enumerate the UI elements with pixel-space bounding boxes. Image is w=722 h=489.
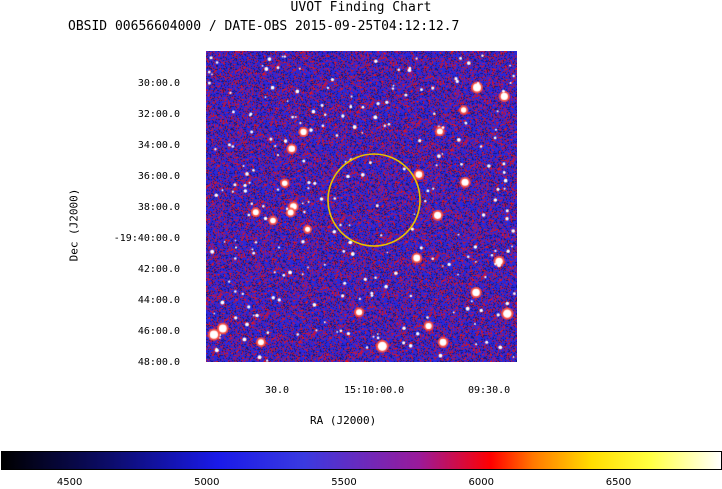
ra-tick-label: 09:30.0 bbox=[468, 385, 511, 396]
dec-tick-label: 44:00.0 bbox=[137, 295, 180, 306]
y-axis-label: Dec (J2000) bbox=[67, 188, 81, 262]
colorbar-tick-label: 6500 bbox=[605, 477, 632, 488]
colorbar bbox=[1, 451, 722, 470]
dec-tick-label: 38:00.0 bbox=[137, 202, 180, 213]
sky-image bbox=[206, 51, 517, 362]
observation-subtitle: OBSID 00656604000 / DATE-OBS 2015-09-25T… bbox=[68, 19, 460, 34]
overlay-layer bbox=[327, 153, 421, 247]
colorbar-tick-label: 5500 bbox=[331, 477, 357, 488]
colorbar-tick-label: 4500 bbox=[56, 477, 83, 488]
dec-tick-label: 32:00.0 bbox=[137, 109, 180, 120]
dec-tick-label: 48:00.0 bbox=[137, 357, 180, 368]
dec-tick-label: 46:00.0 bbox=[137, 326, 180, 337]
source-circle-marker bbox=[327, 153, 421, 247]
sky-image-panel[interactable] bbox=[206, 51, 517, 362]
chart-title: UVOT Finding Chart bbox=[290, 0, 432, 15]
dec-tick-label: -19:40:00.0 bbox=[113, 233, 180, 244]
dec-tick-label: 36:00.0 bbox=[137, 171, 180, 182]
dec-tick-label: 30:00.0 bbox=[137, 78, 180, 89]
colorbar-tick-label: 6000 bbox=[468, 477, 494, 488]
ra-tick-label: 15:10:00.0 bbox=[344, 385, 405, 396]
dec-tick-label: 42:00.0 bbox=[137, 264, 180, 275]
dec-tick-label: 34:00.0 bbox=[137, 140, 180, 151]
ra-tick-label: 30.0 bbox=[265, 385, 290, 396]
x-axis-label: RA (J2000) bbox=[310, 414, 377, 427]
colorbar-tick-label: 5000 bbox=[194, 477, 220, 488]
